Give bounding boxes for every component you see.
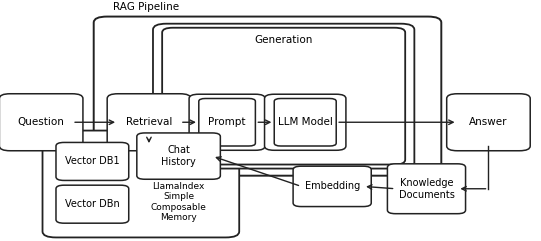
- FancyBboxPatch shape: [189, 94, 265, 150]
- Text: LlamaIndex
Simple
Composable
Memory: LlamaIndex Simple Composable Memory: [150, 182, 207, 222]
- FancyBboxPatch shape: [43, 131, 239, 237]
- FancyBboxPatch shape: [293, 166, 371, 207]
- Text: Answer: Answer: [469, 117, 507, 127]
- FancyBboxPatch shape: [0, 94, 83, 151]
- Text: Embedding: Embedding: [305, 181, 360, 191]
- Text: LLM Model: LLM Model: [278, 117, 333, 127]
- FancyBboxPatch shape: [94, 17, 441, 176]
- FancyBboxPatch shape: [162, 28, 405, 165]
- Text: Chat
History: Chat History: [161, 145, 196, 167]
- Text: Question: Question: [18, 117, 64, 127]
- Text: Vector DB1: Vector DB1: [65, 156, 120, 167]
- FancyBboxPatch shape: [199, 99, 255, 146]
- FancyBboxPatch shape: [137, 133, 220, 179]
- FancyBboxPatch shape: [56, 185, 129, 223]
- FancyBboxPatch shape: [265, 94, 346, 150]
- FancyBboxPatch shape: [107, 94, 191, 151]
- FancyBboxPatch shape: [56, 142, 129, 181]
- FancyBboxPatch shape: [387, 164, 466, 214]
- FancyBboxPatch shape: [153, 24, 414, 168]
- Text: Retrieval: Retrieval: [126, 117, 172, 127]
- Text: RAG Pipeline: RAG Pipeline: [113, 2, 179, 12]
- Text: Prompt: Prompt: [208, 117, 246, 127]
- FancyBboxPatch shape: [274, 99, 336, 146]
- FancyBboxPatch shape: [447, 94, 530, 151]
- Text: Knowledge
Documents: Knowledge Documents: [399, 178, 454, 200]
- Text: Vector DBn: Vector DBn: [65, 199, 120, 209]
- Text: Generation: Generation: [254, 35, 313, 45]
